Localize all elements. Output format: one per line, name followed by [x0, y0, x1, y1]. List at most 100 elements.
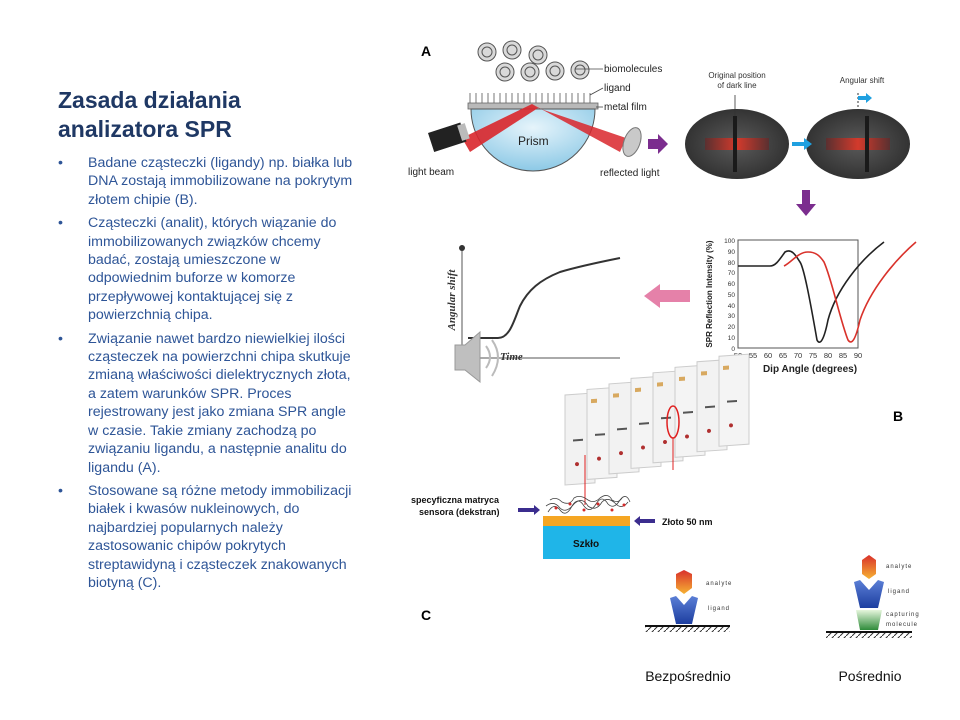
slide-title-line2: analizatora SPR — [58, 116, 232, 142]
prism-diagram: biomolecules ligand metal film Prism lig… — [408, 40, 662, 179]
bullet-text: Badane cząsteczki (ligandy) np. białka l… — [88, 155, 353, 208]
light-source-icon — [428, 122, 470, 153]
label-leaders — [575, 68, 604, 108]
label-ligand: ligand — [604, 83, 631, 94]
sensorgram-chart: Angular shift Time — [446, 245, 621, 384]
bullet-text: Stosowane są różne metody immobilizacji … — [88, 482, 352, 591]
reflection-band-shifted — [826, 138, 890, 150]
spr-curve-after — [783, 241, 917, 343]
arrow-blue-icon — [792, 138, 812, 150]
label-prism: Prism — [518, 134, 549, 148]
dextran-matrix — [545, 495, 631, 514]
label-indirect-ligand: ligand — [888, 589, 910, 595]
bullet-item: • Stosowane są różne metody immobilizacji… — [58, 482, 358, 592]
bullet-item: • Związanie nawet bardzo niewielkiej iloś… — [58, 330, 358, 477]
spr-y-ticks: 100 90 80 70 60 50 40 30 20 10 0 — [724, 238, 735, 353]
bullet-marker: • — [58, 482, 63, 499]
slide-title: Zasada działania analizatora SPR — [58, 86, 358, 144]
spr-y-tick: 50 — [728, 292, 736, 299]
spr-y-tick: 90 — [728, 249, 736, 256]
direct-immobilization-diagram: analyte ligand Bezpośrednio — [645, 570, 732, 684]
spr-curve-before — [738, 241, 885, 344]
spr-x-ticks: 50 55 60 65 70 75 80 85 90 — [734, 351, 862, 360]
arrow-matrix-icon — [518, 505, 540, 515]
sensorgram-y-label: Angular shift — [446, 269, 458, 332]
spr-y-tick: 10 — [728, 335, 736, 342]
chip-cross-section: Szkło specyficzna matryca sensora (dekst… — [411, 495, 713, 559]
label-gold: Złoto 50 nm — [662, 517, 713, 527]
spr-curve-chart: 100 90 80 70 60 50 40 30 20 10 0 50 55 6… — [705, 238, 917, 375]
sensorgram-curve — [468, 257, 621, 339]
spr-y-tick: 60 — [728, 281, 736, 288]
spr-plot-frame — [737, 239, 859, 349]
label-indirect-analyte: analyte — [886, 564, 912, 570]
analyte-shape — [862, 555, 876, 579]
panel-label-b: B — [893, 408, 904, 424]
spr-x-tick: 75 — [809, 351, 817, 360]
label-direct-analyte: analyte — [706, 581, 732, 587]
indirect-immobilization-diagram: analyte ligand capturing molecule Pośred… — [826, 555, 920, 684]
analyte-shape — [676, 570, 692, 594]
speaker-icon[interactable] — [454, 330, 499, 384]
ligand-row — [469, 93, 591, 103]
incident-beam — [462, 104, 538, 152]
label-original-position-1: Original position — [708, 71, 765, 80]
surface-hatch — [826, 633, 912, 638]
spr-x-tick: 85 — [839, 351, 847, 360]
spr-y-tick: 30 — [728, 313, 736, 320]
panel-label-c: C — [421, 607, 432, 623]
spr-y-tick: 20 — [728, 324, 736, 331]
ligand-shape — [670, 596, 698, 624]
spr-y-tick: 100 — [724, 238, 735, 245]
spr-y-axis-label: SPR Reflection Intensity (%) — [705, 240, 714, 347]
bullet-marker: • — [58, 330, 63, 347]
spr-y-tick: 70 — [728, 270, 736, 277]
gold-layer — [543, 516, 630, 526]
biomolecule-icons — [477, 40, 590, 82]
caption-indirect: Pośrednio — [838, 668, 901, 684]
spr-x-tick: 60 — [764, 351, 772, 360]
bullet-text: Cząsteczki (analit), których wiązanie do… — [88, 215, 337, 324]
sensorgram-x-label: Time — [500, 351, 523, 363]
bullet-marker: • — [58, 155, 63, 171]
label-metal-film: metal film — [604, 102, 647, 113]
dark-line-original — [733, 116, 737, 172]
glass-layer — [543, 526, 630, 559]
capturing-molecule-shape — [856, 610, 882, 630]
arrow-down-icon — [796, 190, 816, 216]
bullet-marker: • — [58, 215, 63, 232]
label-direct-ligand: ligand — [708, 606, 730, 612]
chip-array-illustration — [564, 353, 750, 505]
label-capturing-2: molecule — [886, 622, 918, 628]
label-angular-shift: Angular shift — [840, 76, 885, 85]
label-biomolecules: biomolecules — [604, 64, 662, 75]
spr-y-tick: 80 — [728, 260, 736, 267]
bullet-item: • Cząsteczki (analit), których wiązanie d… — [58, 214, 358, 324]
bullet-text: Związanie nawet bardzo niewielkiej ilośc… — [88, 330, 351, 476]
spr-y-tick: 40 — [728, 303, 736, 310]
spr-x-tick: 80 — [824, 351, 832, 360]
label-matrix-1: specyficzna matryca — [411, 495, 500, 505]
sensorgram-axis-dot — [459, 245, 465, 251]
bullet-item: • Badane cząsteczki (ligandy) np. białka … — [58, 154, 358, 209]
label-reflected-light: reflected light — [600, 168, 660, 179]
label-original-position-2: of dark line — [717, 81, 757, 90]
arrow-left-icon — [644, 284, 690, 308]
label-capturing-1: capturing — [886, 612, 920, 618]
label-glass: Szkło — [573, 539, 599, 550]
detector-icon — [622, 127, 642, 157]
dark-line-diagram: Original position of dark line Angular s… — [685, 71, 910, 179]
chip-logo-marks — [575, 423, 733, 467]
arrow-right-icon — [648, 134, 668, 154]
spr-x-tick: 90 — [854, 351, 862, 360]
ligand-shape — [854, 580, 884, 608]
panel-label-a: A — [421, 43, 432, 59]
shift-arrow-icon — [858, 93, 872, 103]
surface-hatch — [645, 627, 730, 632]
label-matrix-2: sensora (dekstran) — [419, 507, 500, 517]
spr-x-tick: 70 — [794, 351, 802, 360]
label-light-beam: light beam — [408, 167, 454, 178]
caption-direct: Bezpośrednio — [645, 668, 731, 684]
